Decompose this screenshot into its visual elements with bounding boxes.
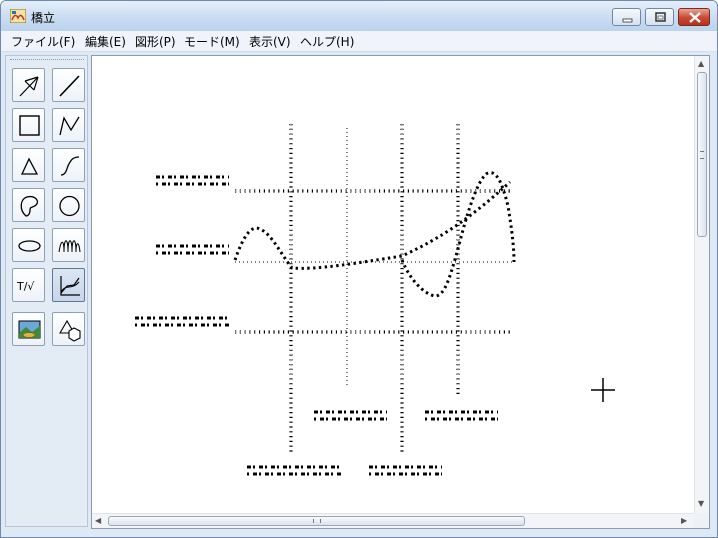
toolbox-grip[interactable]: [10, 59, 84, 63]
tool-image[interactable]: [12, 312, 45, 346]
minimize-button[interactable]: [612, 8, 641, 26]
text-formula-icon: T/√: [16, 280, 35, 293]
horizontal-scroll-thumb[interactable]: [108, 516, 525, 526]
tool-freeform[interactable]: [12, 188, 45, 222]
polyline-icon: [59, 116, 80, 136]
scroll-down-arrow[interactable]: ▼: [698, 499, 705, 508]
line-icon: [59, 75, 80, 97]
scroll-corner: [694, 513, 709, 528]
tool-spring[interactable]: [52, 228, 85, 262]
tool-curve[interactable]: [52, 148, 85, 182]
window-title: 橋立: [31, 11, 56, 25]
triangle-icon: [20, 157, 39, 175]
image-icon: [18, 320, 41, 339]
drawing-canvas[interactable]: [92, 56, 694, 513]
circle-icon: [59, 195, 80, 217]
tool-ellipse[interactable]: [12, 228, 45, 262]
close-icon: [689, 12, 701, 23]
close-button[interactable]: [678, 8, 710, 26]
dotted-curve: [400, 171, 516, 298]
spring-icon: [58, 240, 81, 253]
text-formula-label: T/√: [16, 280, 35, 293]
shapes-group-icon: [59, 319, 81, 342]
title-bar: 橋立: [1, 1, 717, 31]
vertical-scroll-thumb[interactable]: [697, 72, 707, 237]
drawing-area: ▲ ▼ ◀ ▶: [91, 55, 710, 529]
tool-text-formula[interactable]: T/√: [12, 268, 45, 302]
tool-select[interactable]: [12, 68, 45, 102]
menu-bar: ファイル(F) 編集(E) 図形(P) モード(M) 表示(V) ヘルプ(H): [1, 31, 717, 52]
scroll-left-arrow[interactable]: ◀: [95, 516, 102, 525]
horizontal-scrollbar[interactable]: ◀ ▶: [92, 513, 694, 528]
maximize-button[interactable]: [645, 8, 674, 26]
tool-shapes-group[interactable]: [52, 312, 85, 346]
minimize-icon: [622, 18, 633, 23]
menu-view[interactable]: 表示(V): [249, 35, 291, 49]
menu-file[interactable]: ファイル(F): [11, 35, 76, 49]
menu-help[interactable]: ヘルプ(H): [300, 35, 355, 49]
ellipse-icon: [18, 240, 41, 252]
rectangle-icon: [19, 115, 40, 136]
freeform-shape-icon: [20, 195, 39, 217]
vertical-scrollbar[interactable]: ▲ ▼: [694, 56, 709, 513]
tool-line[interactable]: [52, 68, 85, 102]
select-arrow-icon: [19, 76, 39, 97]
menu-mode[interactable]: モード(M): [184, 35, 240, 49]
dotted-curve: [233, 180, 512, 270]
graph-icon: [60, 276, 80, 296]
drawing-svg: [135, 124, 615, 476]
tool-circle[interactable]: [52, 188, 85, 222]
maximize-icon: [655, 12, 666, 22]
tool-triangle[interactable]: [12, 148, 45, 182]
tool-rectangle[interactable]: [12, 108, 45, 142]
tool-polyline[interactable]: [52, 108, 85, 142]
scroll-right-arrow[interactable]: ▶: [681, 516, 688, 525]
tool-palette: T/√: [5, 55, 88, 527]
curve-icon: [60, 156, 80, 176]
scroll-up-arrow[interactable]: ▲: [698, 59, 705, 68]
menu-edit[interactable]: 編集(E): [85, 35, 126, 49]
menu-shape[interactable]: 図形(P): [135, 35, 176, 49]
app-icon: [10, 9, 26, 23]
tool-graph[interactable]: [52, 268, 85, 302]
